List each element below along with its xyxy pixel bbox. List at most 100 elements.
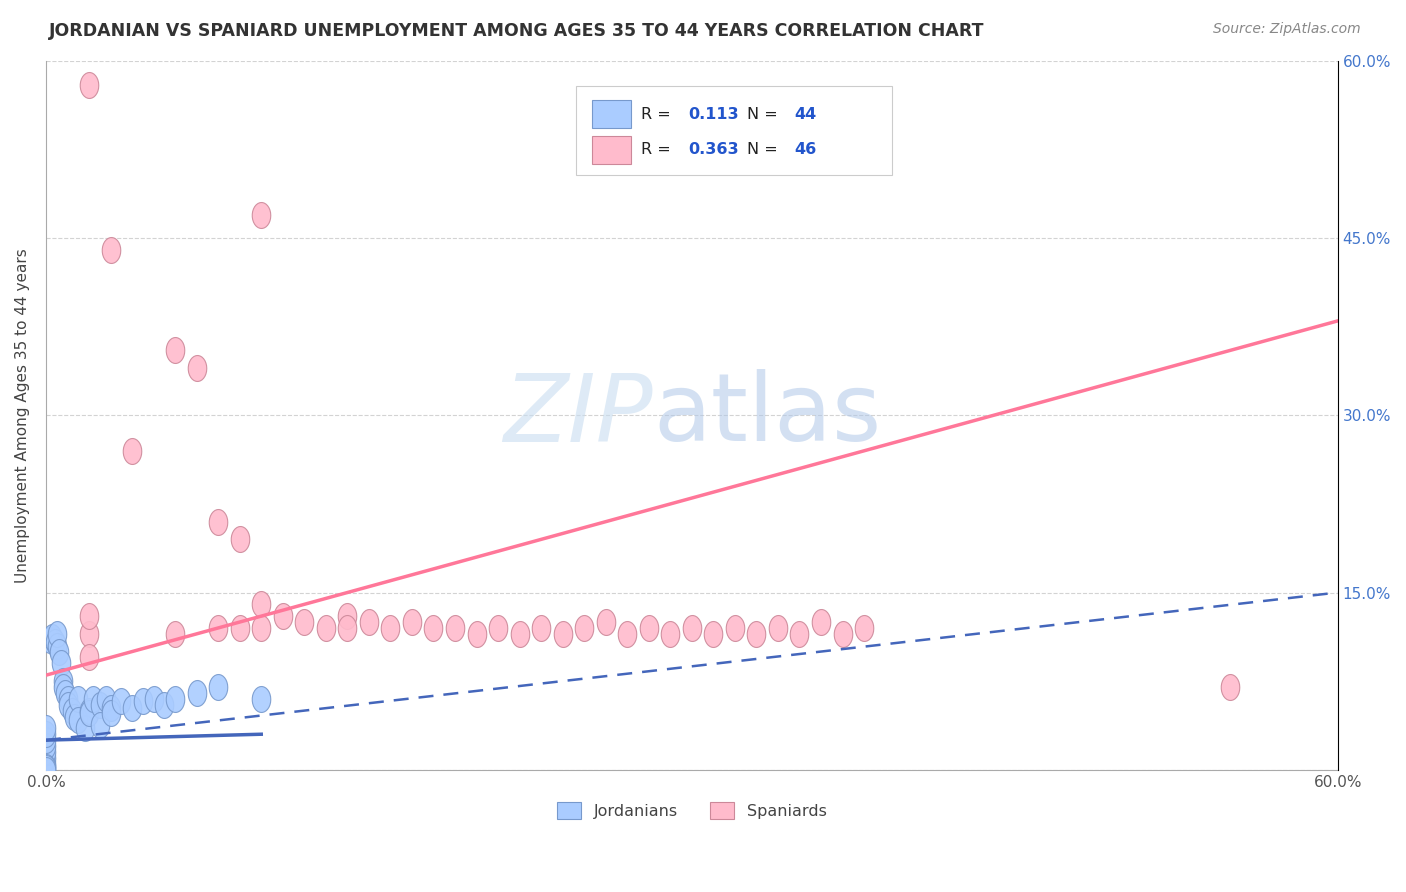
Point [165,343,187,358]
Point [53,686,76,700]
Point [56,698,79,712]
Point [681,621,703,635]
Point [48,644,70,658]
Point [530,621,553,635]
Point [121,443,143,458]
Point [572,621,595,635]
Point [35,722,58,736]
Point [35,756,58,771]
Point [659,627,682,641]
Point [250,598,273,612]
Point [486,621,509,635]
Point [35,763,58,777]
Text: N =: N = [748,142,783,157]
Point [35,751,58,765]
Point [637,621,659,635]
Point [45,627,67,641]
Point [292,615,315,629]
Point [228,533,250,547]
Point [766,621,789,635]
Text: 46: 46 [794,142,815,157]
FancyBboxPatch shape [592,100,631,128]
Point [77,704,100,718]
Point [45,639,67,653]
Point [422,621,444,635]
Point [89,718,111,732]
Point [401,615,423,629]
Point [41,631,63,645]
Point [77,627,100,641]
Point [380,621,402,635]
Point [63,709,86,723]
Y-axis label: Unemployment Among Ages 35 to 44 years: Unemployment Among Ages 35 to 44 years [15,248,30,582]
Point [315,621,337,635]
Point [52,674,75,689]
Point [132,694,155,708]
Point [35,733,58,747]
Point [444,621,467,635]
Point [77,609,100,624]
Point [250,621,273,635]
Point [1219,680,1241,694]
Point [745,627,768,641]
Point [853,621,876,635]
Point [142,691,165,706]
Point [250,208,273,222]
Point [77,78,100,92]
Point [551,627,574,641]
Point [60,704,83,718]
Point [121,701,143,715]
Point [271,609,294,624]
Text: JORDANIAN VS SPANIARD UNEMPLOYMENT AMONG AGES 35 TO 44 YEARS CORRELATION CHART: JORDANIAN VS SPANIARD UNEMPLOYMENT AMONG… [49,22,984,40]
Point [465,627,488,641]
Point [56,691,79,706]
Point [77,650,100,665]
Text: 44: 44 [794,107,815,122]
FancyBboxPatch shape [592,136,631,164]
FancyBboxPatch shape [575,86,891,175]
Point [336,621,359,635]
Text: R =: R = [641,142,676,157]
Point [831,627,853,641]
Text: ZIP: ZIP [503,370,652,461]
Point [73,722,96,736]
Point [186,361,208,376]
Text: atlas: atlas [652,369,882,461]
Text: 0.113: 0.113 [688,107,738,122]
Point [77,706,100,720]
Point [702,627,724,641]
Text: 0.363: 0.363 [688,142,738,157]
Point [67,691,90,706]
Point [186,686,208,700]
Point [509,627,531,641]
Point [39,632,62,647]
Legend: Jordanians, Spaniards: Jordanians, Spaniards [551,796,832,825]
Point [724,621,747,635]
Point [228,621,250,635]
Point [35,760,58,774]
Point [357,615,380,629]
Point [35,727,58,741]
Point [67,713,90,727]
Point [207,680,229,694]
Point [52,680,75,694]
Point [100,243,122,257]
Point [44,635,66,649]
Text: Source: ZipAtlas.com: Source: ZipAtlas.com [1213,22,1361,37]
Point [82,691,104,706]
Point [207,515,229,529]
Text: R =: R = [641,107,676,122]
Point [35,739,58,753]
Point [35,762,58,776]
Point [96,691,118,706]
Point [207,621,229,635]
Point [100,701,122,715]
Point [35,745,58,759]
Point [165,627,187,641]
Point [89,698,111,712]
Point [250,691,273,706]
Point [153,698,176,712]
Point [165,691,187,706]
Point [810,615,832,629]
Point [100,706,122,720]
